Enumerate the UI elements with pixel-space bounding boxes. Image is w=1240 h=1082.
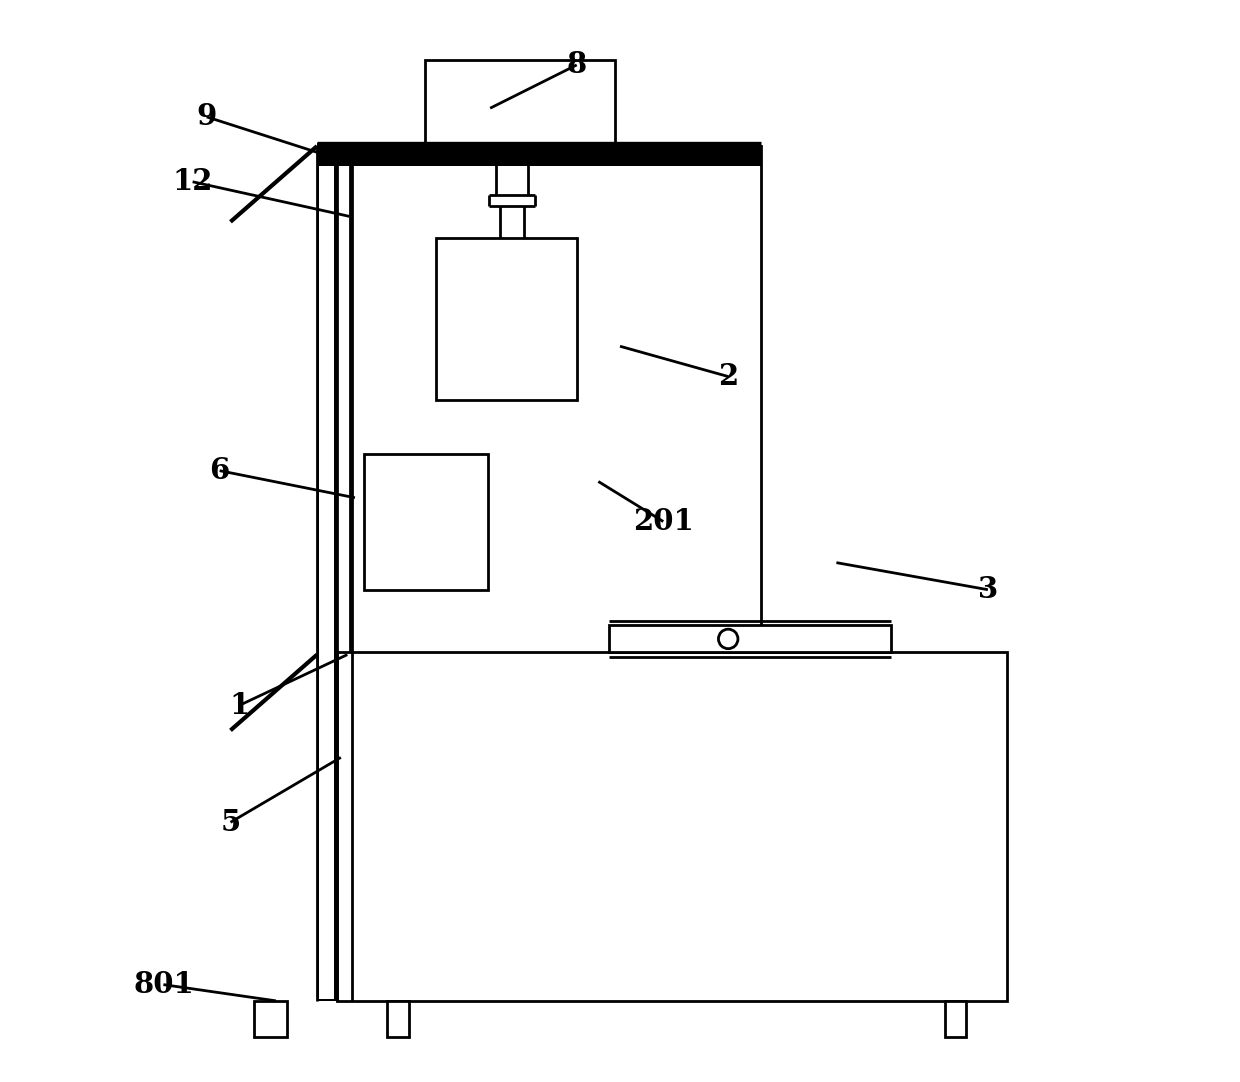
Bar <box>336 652 1007 1001</box>
Text: 8: 8 <box>567 51 587 79</box>
Text: 3: 3 <box>978 576 998 604</box>
Bar <box>387 1001 409 1037</box>
Text: 6: 6 <box>210 457 229 485</box>
Text: 1: 1 <box>229 691 249 720</box>
Bar <box>609 625 890 652</box>
Text: 801: 801 <box>133 971 193 999</box>
Bar <box>254 1001 286 1037</box>
Text: 12: 12 <box>172 168 213 196</box>
Bar <box>363 454 489 590</box>
Bar <box>436 238 577 400</box>
Text: 201: 201 <box>632 507 693 536</box>
Bar <box>317 146 760 166</box>
Bar <box>425 60 615 157</box>
Bar <box>945 1001 966 1037</box>
Bar <box>350 146 760 655</box>
Bar <box>319 148 335 999</box>
Bar <box>317 146 336 1001</box>
Text: 2: 2 <box>718 362 738 391</box>
Text: 9: 9 <box>196 103 217 131</box>
Text: 5: 5 <box>221 808 241 836</box>
